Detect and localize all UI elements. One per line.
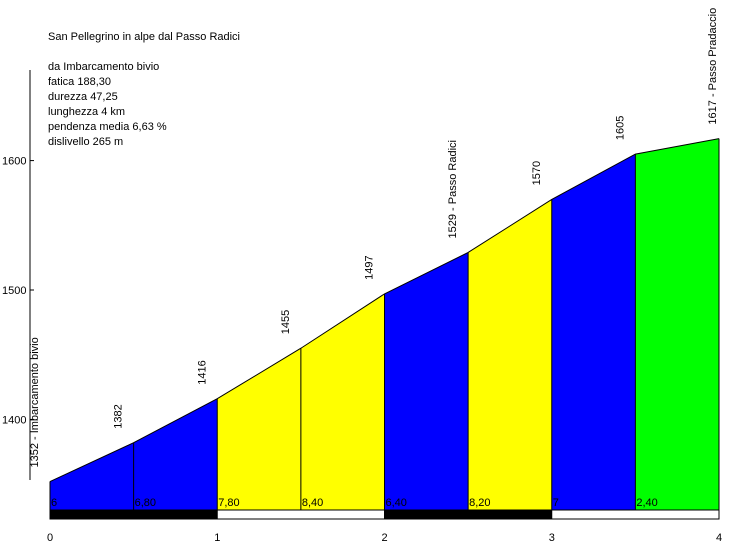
stat-start: da Imbarcamento bivio (48, 61, 160, 73)
elevation-label: 1352 - Imbarcamento bivio (29, 337, 41, 467)
gradient-label: 7,80 (218, 497, 239, 509)
km-bar-segment (551, 509, 720, 520)
y-tick-label: 1400 (2, 414, 26, 426)
elevation-label: 1617 - Passo Pradaccio (707, 8, 719, 125)
x-tick-label: 4 (716, 532, 722, 544)
gradient-label: 2,40 (636, 497, 657, 509)
segment-fill-3 (300, 293, 385, 510)
stat-fatica: fatica 188,30 (48, 76, 111, 88)
segment-fill-2 (217, 348, 301, 510)
segment-fill-1 (133, 398, 218, 510)
gradient-label: 6 (51, 497, 57, 509)
elevation-label: 1382 (113, 404, 125, 428)
gradient-label: 6,40 (386, 497, 407, 509)
elevation-label: 1605 (614, 116, 626, 140)
gradient-label: 8,20 (469, 497, 490, 509)
x-tick-label: 3 (549, 532, 555, 544)
segment-fill-5 (468, 199, 552, 511)
elevation-label: 1416 (196, 360, 208, 384)
segment-fill-7 (635, 138, 719, 510)
y-tick-label: 1600 (2, 156, 26, 168)
km-bar-segment (384, 509, 553, 520)
gradient-label: 8,40 (302, 497, 323, 509)
km-bar-segment (49, 509, 218, 520)
stat-pendenza: pendenza media 6,63 % (48, 121, 167, 133)
km-bar-segment (216, 509, 385, 520)
stat-lunghezza: lunghezza 4 km (48, 106, 126, 118)
segment-fill-0 (50, 442, 134, 510)
y-tick-label: 1500 (2, 285, 26, 297)
segment-fill-4 (384, 252, 469, 510)
segment-fill-6 (551, 154, 636, 510)
stat-dislivello: dislivello 265 m (48, 136, 124, 148)
elevation-label: 1529 - Passo Radici (447, 140, 459, 238)
elevation-label: 1455 (280, 310, 292, 334)
gradient-label: 6,80 (135, 497, 156, 509)
x-tick-label: 1 (214, 532, 220, 544)
elevation-label: 1497 (364, 255, 376, 279)
chart-title: San Pellegrino in alpe dal Passo Radici (48, 31, 241, 43)
stat-durezza: durezza 47,25 (48, 91, 118, 103)
elevation-label: 1570 (531, 161, 543, 185)
gradient-label: 7 (553, 497, 559, 509)
x-tick-label: 0 (47, 532, 53, 544)
x-tick-label: 2 (381, 532, 387, 544)
